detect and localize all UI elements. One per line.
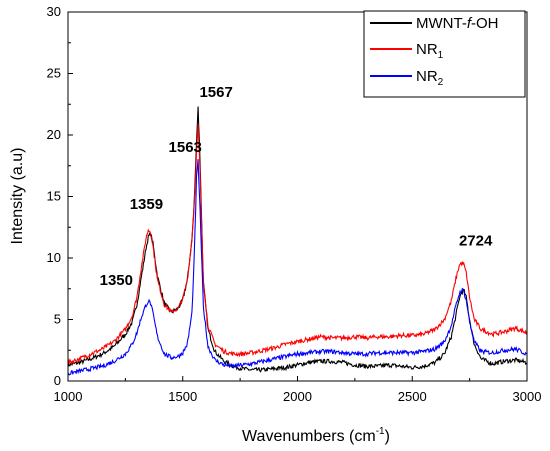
y-tick-label: 20 [47,127,61,142]
y-axis-title: Intensity (a.u) [9,148,26,245]
legend-box [363,10,526,98]
peak-label-1350: 1350 [100,272,133,289]
ticks-layer: 1000 1500 2000 2500 3000 0 5 10 15 20 25 30 [47,4,542,404]
peak-label-1359: 1359 [130,196,163,213]
legend-item-mwnt: MWNT-f-OH [370,15,499,32]
series-line-2 [67,159,528,376]
peak-labels: 1350 1359 1563 1567 2724 [100,84,493,289]
x-tick-label: 3000 [513,389,542,404]
y-tick-label: 30 [47,4,61,19]
peak-label-1567: 1567 [199,84,232,101]
x-tick-label: 2500 [398,389,427,404]
legend-label-mwnt: MWNT-f-OH [416,15,499,32]
y-tick-label: 5 [54,312,61,327]
legend-item-nr1: NR1 [370,41,444,61]
y-tick-label: 15 [47,189,61,204]
legend-label-nr2: NR2 [416,68,444,88]
y-tick-label: 10 [47,250,61,265]
series-layer [67,106,528,376]
x-tick-label: 1500 [168,389,197,404]
series-line-0 [67,106,528,373]
legend-item-nr2: NR2 [370,68,444,88]
legend: MWNT-f-OH NR1 NR2 [363,10,526,98]
peak-label-2724: 2724 [459,233,493,250]
x-tick-label: 1000 [54,389,83,404]
y-tick-label: 0 [54,373,61,388]
legend-label-nr1: NR1 [416,41,444,61]
y-tick-label: 25 [47,66,61,81]
x-axis-title: Wavenumbers (cm-1) [242,426,390,445]
peak-label-1563: 1563 [169,139,202,156]
series-line-1 [67,123,528,365]
x-tick-label: 2000 [283,389,312,404]
